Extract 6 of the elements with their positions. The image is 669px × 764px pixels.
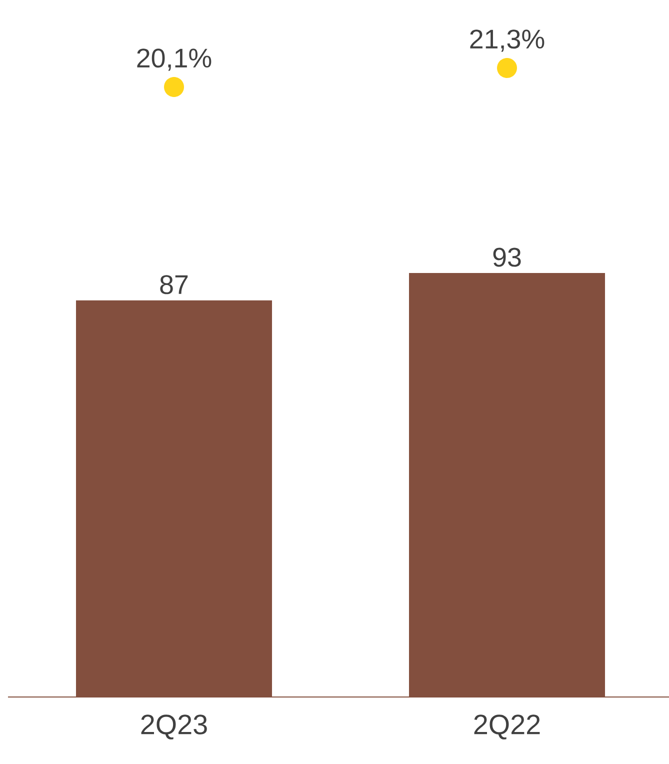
data-label: 87 xyxy=(160,275,188,294)
x-tick-label: 2Q22 xyxy=(474,714,540,740)
data-label: 93 xyxy=(493,248,521,267)
text: 21,3% xyxy=(470,30,544,52)
x-tick-label: 2Q23 xyxy=(141,714,207,740)
text: 20,1% xyxy=(137,48,212,71)
